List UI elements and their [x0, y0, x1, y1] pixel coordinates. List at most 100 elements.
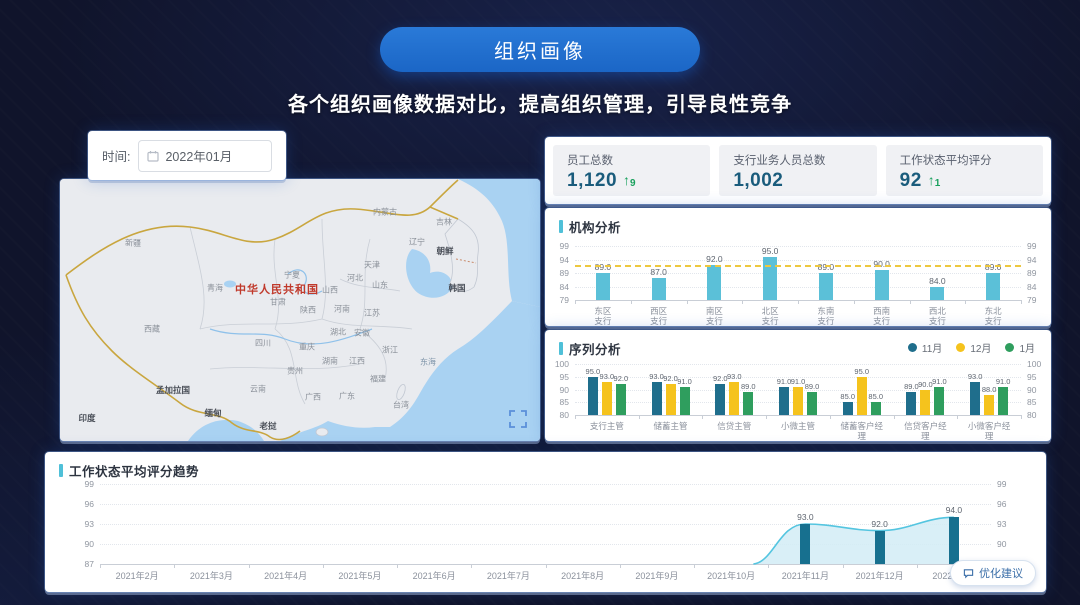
bar	[870, 402, 881, 415]
point-value-label: 93.0	[797, 512, 814, 522]
map-sea-label: 东海	[420, 357, 436, 367]
y-axis-tick: 96	[997, 499, 1007, 509]
map-province-label: 甘肃	[270, 297, 286, 307]
x-axis-category-label: 支行主管	[589, 421, 624, 431]
y-axis-tick: 80	[1027, 410, 1037, 420]
y-axis-tick: 89	[1027, 268, 1037, 278]
optimize-suggestion-button[interactable]: 优化建议	[950, 560, 1036, 586]
x-axis-tickmark	[248, 564, 250, 568]
x-axis-tickmark	[1021, 415, 1022, 419]
legend-item[interactable]: 1月	[1005, 340, 1035, 355]
bar-value-label: 93.0	[967, 371, 983, 381]
up-arrow-icon: ↑	[623, 172, 631, 188]
kpi-card: 工作状态平均评分 92 ↑ 1	[885, 145, 1043, 196]
bar	[998, 386, 1009, 415]
y-axis-tick: 95	[559, 371, 569, 382]
chat-bubble-icon	[963, 568, 974, 578]
y-axis-tick: 93	[997, 519, 1007, 529]
gridline	[575, 376, 1021, 378]
bar-value-label: 95.0	[761, 245, 779, 256]
title-accent-bar	[59, 464, 63, 477]
y-axis-tick: 93	[84, 519, 94, 529]
x-axis-category-label: 西南支行	[873, 306, 891, 326]
month-picker-input[interactable]: 2022年01月	[138, 139, 272, 172]
bar-value-label: 90.0	[918, 379, 933, 389]
x-axis-tickmark	[694, 564, 695, 568]
y-axis-tick: 84	[1027, 281, 1037, 292]
bar-value-label: 89.0	[740, 382, 756, 392]
map-country-label: 印度	[78, 413, 96, 423]
x-axis-category-label: 东南支行	[817, 306, 835, 326]
x-axis-tickmark	[702, 415, 704, 419]
legend-item[interactable]: 12月	[956, 340, 991, 355]
kpi-label: 支行业务人员总数	[733, 155, 826, 167]
bar-value-label: 92.0	[663, 374, 678, 384]
map-province-label: 江苏	[364, 308, 380, 318]
bar-value-label: 91.0	[776, 376, 792, 386]
map-country-label: 孟加拉国	[155, 385, 191, 395]
bar-value-label: 92.0	[613, 374, 629, 384]
y-axis-tick: 84	[559, 281, 569, 292]
y-axis-tick: 94	[1027, 254, 1037, 265]
up-arrow-icon: ↑	[927, 172, 935, 188]
gridline	[575, 273, 1021, 274]
x-axis-category-label: 储蓄主管	[653, 421, 688, 431]
bar-value-label: 85.0	[868, 392, 884, 402]
map-province-label: 辽宁	[409, 237, 425, 247]
bar	[874, 530, 885, 564]
page-title-button[interactable]: 组织画像	[380, 27, 700, 72]
x-axis-tickmark	[575, 300, 576, 304]
x-axis-category-label: 北区支行	[761, 306, 779, 326]
map-province-label: 云南	[250, 384, 266, 394]
x-axis-category-label: 西北支行	[928, 306, 946, 326]
x-axis-tickmark	[853, 300, 855, 304]
y-axis-tick: 90	[84, 539, 94, 549]
bar-value-label: 89.0	[594, 262, 612, 272]
x-axis-category-label: 2021年6月	[412, 571, 456, 581]
x-axis-tickmark	[957, 415, 959, 419]
fullscreen-icon[interactable]	[508, 409, 528, 429]
y-axis-tick: 96	[84, 499, 94, 509]
x-axis-category-label: 信贷主管	[717, 421, 752, 431]
y-axis-tick: 99	[559, 241, 569, 251]
bar	[651, 381, 662, 415]
gridline	[575, 286, 1021, 288]
kpi-label: 工作状态平均评分	[899, 155, 992, 167]
x-axis-tickmark	[638, 415, 640, 419]
legend-dot	[956, 343, 966, 352]
org-analysis-panel: 机构分析 79 79 84 84 89 89 94 94 99 99 东区支行 西区支行 南区支行 北区支…	[545, 208, 1051, 326]
bar-value-label: 91.0	[677, 376, 692, 386]
trend-area-chart: 878790909393969699992021年2月2021年3月2021年4…	[85, 479, 1007, 581]
kpi-value-row: 92 ↑ 1	[900, 170, 1029, 192]
bar	[842, 402, 853, 415]
map-province-label: 福建	[370, 374, 386, 384]
y-axis-tick: 99	[997, 479, 1007, 489]
y-axis-tick: 90	[997, 539, 1007, 549]
y-axis-tick: 89	[559, 268, 569, 278]
legend-item[interactable]: 11月	[907, 340, 942, 355]
month-picker-value: 2022年01月	[165, 150, 233, 164]
x-axis-tickmark	[893, 415, 895, 419]
kpi-card: 员工总数 1,120 ↑ 9	[553, 145, 711, 196]
x-axis-category-label: 西区支行	[650, 306, 668, 326]
bar-value-label: 90.0	[873, 259, 890, 270]
bar	[601, 381, 612, 415]
x-axis-category-label: 2021年8月	[561, 571, 605, 581]
map-province-label: 江西	[349, 356, 365, 366]
y-axis-tick: 95	[1027, 371, 1037, 382]
kpi-value-row: 1,120 ↑ 9	[567, 170, 696, 192]
x-axis-tickmark	[322, 564, 324, 568]
gridline	[575, 259, 1021, 261]
kpi-value-row: 1,002	[733, 170, 862, 192]
y-axis-tick: 90	[559, 384, 569, 395]
bar	[800, 524, 811, 564]
bar-value-label: 95.0	[585, 366, 601, 376]
bar	[729, 381, 740, 415]
map-province-label: 内蒙古	[373, 207, 397, 217]
map-province-label: 广西	[305, 392, 321, 402]
bar	[930, 286, 945, 300]
bar	[743, 392, 754, 415]
page-subtitle: 各个组织画像数据对比，提高组织管理，引导良性竞争	[288, 94, 792, 116]
point-value-label: 94.0	[945, 505, 963, 516]
x-axis-category-label: 2021年11月	[781, 571, 830, 581]
